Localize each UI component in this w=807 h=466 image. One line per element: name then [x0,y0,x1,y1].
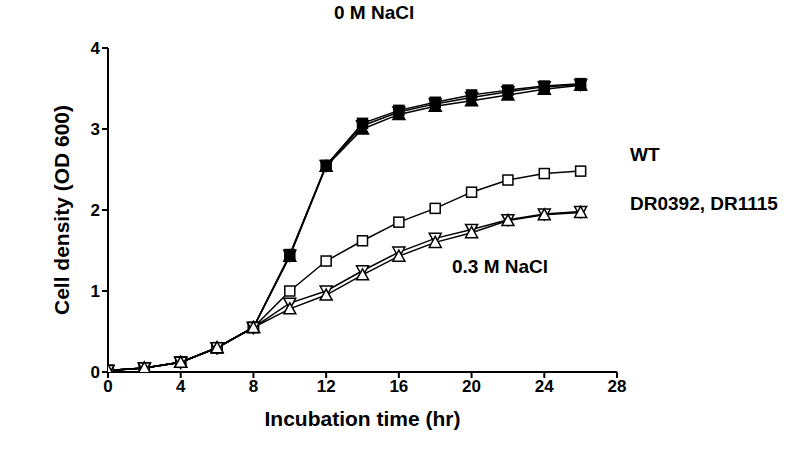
html-text:0.3 M NaCl: 0.3 M NaCl [452,256,549,277]
svg-text:0: 0 [91,363,100,382]
svg-text:24: 24 [535,377,554,396]
svg-text:4: 4 [91,39,101,58]
svg-text:2: 2 [91,201,100,220]
svg-text:4: 4 [176,377,186,396]
html-text:0 M NaCl: 0 M NaCl [334,2,415,23]
svg-text:20: 20 [462,377,481,396]
html-text:WT: WT [630,144,660,165]
svg-text:1: 1 [91,282,100,301]
svg-text:16: 16 [389,377,408,396]
html-text:DR0392, DR1115: DR0392, DR1115 [630,193,778,214]
svg-text:Cell density (OD 600): Cell density (OD 600) [50,105,73,315]
svg-text:0: 0 [103,377,112,396]
svg-text:12: 12 [317,377,336,396]
svg-text:Incubation time (hr): Incubation time (hr) [265,407,461,430]
svg-text:8: 8 [249,377,258,396]
svg-text:3: 3 [91,120,100,139]
svg-text:28: 28 [608,377,627,396]
